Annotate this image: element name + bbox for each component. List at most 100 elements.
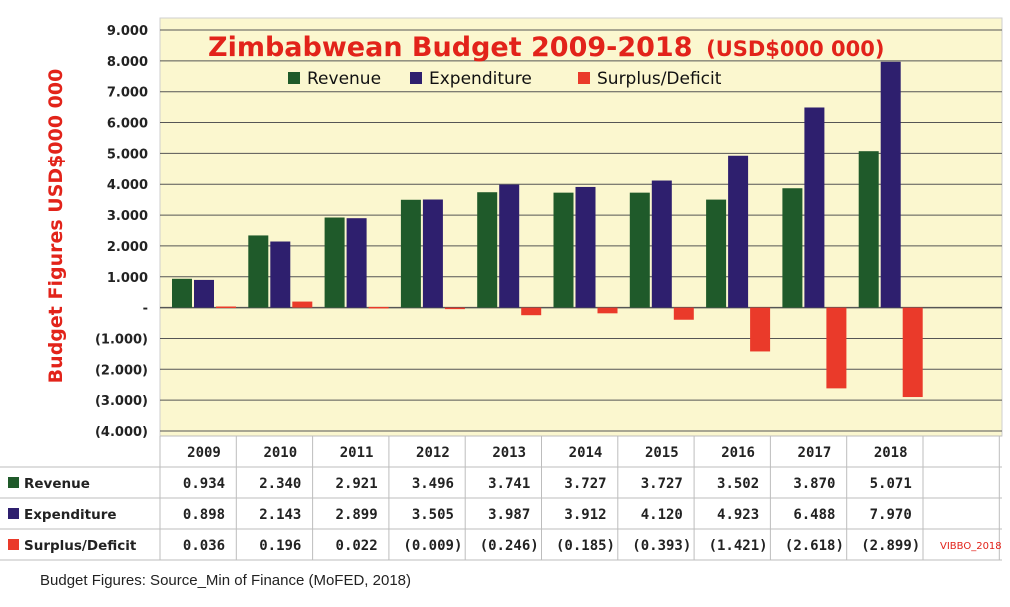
y-tick-label: 9.000 — [107, 24, 148, 39]
bar-expenditure-2016 — [728, 155, 749, 308]
table-swatch — [8, 508, 19, 519]
table-cell: 3.727 — [564, 476, 606, 492]
bar-expenditure-2009 — [194, 279, 214, 308]
bars — [172, 61, 923, 398]
table-cell: 0.898 — [183, 507, 225, 523]
table-row-label: Expenditure — [24, 507, 117, 523]
table-row-label: Revenue — [24, 476, 90, 492]
table-cell: 3.741 — [488, 476, 530, 492]
table-cell: 2.921 — [336, 476, 378, 492]
table-cell: 0.934 — [183, 476, 225, 492]
table-cell: 2.899 — [336, 507, 378, 523]
table-year-2015: 2015 — [645, 445, 679, 461]
bar-revenue-2011 — [324, 217, 345, 308]
table-year-2018: 2018 — [874, 445, 908, 461]
legend-swatch-revenue — [288, 72, 300, 84]
y-tick-label: (3.000) — [95, 394, 148, 409]
table-year-2014: 2014 — [569, 445, 603, 461]
chart-title: Zimbabwean Budget 2009-2018 (USD$000 000… — [208, 32, 885, 63]
bar-surplus-deficit-2017 — [826, 307, 847, 389]
y-tick-label: (2.000) — [95, 363, 148, 378]
table-year-2009: 2009 — [187, 445, 221, 461]
bar-revenue-2010 — [248, 235, 269, 308]
y-tick-label: 6.000 — [107, 117, 148, 132]
table-cell: 3.502 — [717, 476, 759, 492]
table-cell: 6.488 — [793, 507, 835, 523]
table-cell: (2.618) — [785, 538, 844, 554]
legend-label: Surplus/Deficit — [597, 69, 722, 89]
table-year-2016: 2016 — [721, 445, 755, 461]
y-tick-label: 8.000 — [107, 55, 148, 70]
data-table: 2009 2010 2011 2012 2013 2014 2015 2016 2017 2018… — [0, 435, 1002, 561]
table-cell: (0.185) — [556, 538, 615, 554]
bar-surplus-deficit-2013 — [521, 307, 542, 316]
chart-title-main: Zimbabwean Budget 2009-2018 — [208, 32, 693, 63]
bar-surplus-deficit-2012 — [444, 307, 465, 310]
bar-expenditure-2010 — [270, 241, 291, 308]
bar-surplus-deficit-2015 — [673, 307, 694, 320]
legend-label: Expenditure — [429, 69, 532, 89]
bar-surplus-deficit-2011 — [368, 306, 389, 309]
table-year-2017: 2017 — [798, 445, 832, 461]
table-year-2012: 2012 — [416, 445, 450, 461]
y-tick-label: (4.000) — [95, 425, 148, 440]
table-year-2010: 2010 — [263, 445, 297, 461]
bar-revenue-2012 — [400, 199, 421, 308]
y-tick-label: 4.000 — [107, 178, 148, 193]
bar-expenditure-2011 — [346, 218, 367, 308]
table-cell: (2.899) — [861, 538, 920, 554]
bar-surplus-deficit-2010 — [292, 301, 313, 308]
table-cell: 3.496 — [412, 476, 454, 492]
y-tick-label: 1.000 — [107, 271, 148, 286]
legend-label: Revenue — [307, 69, 381, 89]
y-tick-label: 5.000 — [107, 147, 148, 162]
bar-revenue-2018 — [858, 151, 879, 308]
table-year-2013: 2013 — [492, 445, 526, 461]
legend-swatch-expenditure — [410, 72, 422, 84]
table-cell: 4.120 — [641, 507, 683, 523]
table-swatch — [8, 539, 19, 550]
table-cell: 7.970 — [870, 507, 912, 523]
legend-swatch-surplus-deficit — [578, 72, 590, 84]
table-cell: 0.022 — [336, 538, 378, 554]
table-cell: 3.912 — [564, 507, 606, 523]
bar-surplus-deficit-2009 — [216, 306, 236, 309]
table-cell: 0.036 — [183, 538, 225, 554]
table-cell: (1.421) — [709, 538, 768, 554]
table-cell: 2.340 — [259, 476, 301, 492]
table-cell: 5.071 — [870, 476, 912, 492]
bar-expenditure-2015 — [651, 180, 672, 308]
bar-revenue-2014 — [553, 192, 574, 308]
table-cell: 4.923 — [717, 507, 759, 523]
y-tick-label: 7.000 — [107, 86, 148, 101]
bar-revenue-2017 — [782, 188, 803, 308]
chart-title-unit: (USD$000 000) — [706, 37, 884, 61]
y-axis-ticks: 9.000 8.000 7.000 6.000 5.000 4.000 3.000 2.000… — [95, 24, 148, 440]
table-cell: 3.870 — [793, 476, 835, 492]
y-tick-label: (1.000) — [95, 332, 148, 347]
bar-revenue-2015 — [629, 192, 650, 308]
legend: Revenue Expenditure Surplus/Deficit — [288, 69, 722, 89]
table-cell: 3.727 — [641, 476, 683, 492]
table-cell: 3.505 — [412, 507, 454, 523]
table-cell: (0.393) — [632, 538, 691, 554]
table-swatch — [8, 477, 19, 488]
bar-expenditure-2012 — [422, 199, 443, 308]
bar-surplus-deficit-2016 — [750, 307, 771, 352]
bar-revenue-2016 — [706, 199, 727, 308]
source-caption: Budget Figures: Source_Min of Finance (M… — [40, 572, 412, 589]
table-cell: 3.987 — [488, 507, 530, 523]
table-cell: (0.246) — [480, 538, 539, 554]
bar-expenditure-2014 — [575, 186, 596, 308]
bar-expenditure-2018 — [880, 61, 901, 308]
table-cell: (0.009) — [403, 538, 462, 554]
table-cell: 2.143 — [259, 507, 301, 523]
bar-surplus-deficit-2018 — [902, 307, 923, 398]
y-tick-label: 2.000 — [107, 240, 148, 255]
table-cell: 0.196 — [259, 538, 301, 554]
credit-text: VIBBO_2018 — [940, 541, 1002, 552]
y-tick-label: - — [143, 302, 148, 317]
bar-revenue-2013 — [477, 192, 498, 308]
table-row-label: Surplus/Deficit — [24, 538, 137, 554]
y-tick-label: 3.000 — [107, 209, 148, 224]
